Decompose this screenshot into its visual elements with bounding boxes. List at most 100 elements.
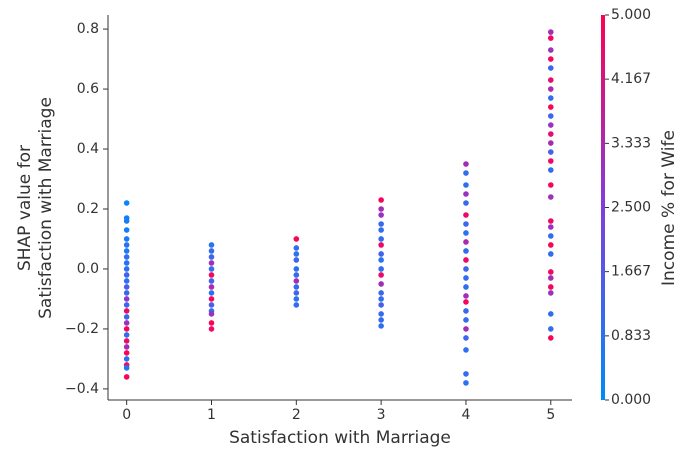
point (547, 194, 554, 200)
point (547, 35, 554, 41)
point (463, 326, 469, 332)
colorbar-label: Income % for Wife (659, 130, 679, 286)
point (123, 332, 130, 338)
point (463, 239, 469, 245)
point (378, 236, 384, 242)
point (547, 158, 554, 164)
point (293, 236, 300, 242)
point (378, 212, 384, 218)
point (208, 254, 215, 260)
point (378, 251, 384, 257)
y-axis-label: Satisfaction with Marriage (36, 97, 56, 319)
point (547, 167, 554, 173)
x-tick-label: 1 (207, 407, 216, 423)
point (208, 290, 215, 296)
point (208, 272, 215, 278)
point (463, 284, 469, 290)
point (208, 278, 215, 284)
point (463, 257, 469, 263)
point (123, 260, 130, 266)
point (123, 248, 130, 254)
point (547, 77, 554, 83)
point (378, 257, 384, 263)
point (463, 221, 469, 227)
point (547, 149, 554, 155)
point (547, 95, 554, 101)
point (208, 242, 215, 248)
point (547, 113, 554, 119)
point (547, 218, 554, 224)
y-tick-label: −0.2 (65, 321, 99, 337)
point (463, 347, 469, 353)
point (463, 161, 469, 167)
y-tick-label: 0.4 (77, 141, 99, 157)
point (123, 236, 130, 242)
point (463, 212, 469, 218)
point (463, 191, 469, 197)
point (547, 275, 554, 281)
point (547, 29, 554, 35)
point (378, 221, 384, 227)
point (547, 335, 554, 341)
point (123, 218, 130, 224)
y-tick-label: −0.4 (65, 381, 99, 397)
point (547, 140, 554, 146)
point (208, 248, 215, 254)
point (208, 320, 215, 326)
x-tick-label: 2 (292, 407, 301, 423)
point (378, 206, 384, 212)
point (378, 266, 384, 272)
point (378, 317, 384, 323)
point (463, 200, 469, 206)
point (463, 170, 469, 176)
point (378, 281, 384, 287)
point (463, 293, 469, 299)
point (123, 272, 130, 278)
x-tick-label: 3 (377, 407, 386, 423)
point (547, 290, 554, 296)
point (378, 197, 384, 203)
point (123, 242, 130, 248)
point (547, 233, 554, 239)
point (378, 323, 384, 329)
y-tick-label: 0.8 (77, 21, 99, 37)
point (293, 284, 300, 290)
point (293, 290, 300, 296)
point (293, 272, 300, 278)
colorbar-tick-label: 1.667 (611, 264, 651, 280)
point (293, 302, 300, 308)
colorbar-tick-label: 3.333 (611, 135, 651, 151)
point (123, 344, 130, 350)
point (547, 269, 554, 275)
point (123, 284, 130, 290)
point (547, 56, 554, 62)
point (208, 326, 215, 332)
point (463, 230, 469, 236)
point (547, 131, 554, 137)
point (123, 365, 130, 371)
x-axis-label: Satisfaction with Marriage (229, 428, 451, 448)
point (123, 266, 130, 272)
point (293, 266, 300, 272)
point (378, 242, 384, 248)
point (547, 122, 554, 128)
point (293, 296, 300, 302)
point (463, 182, 469, 188)
point (123, 356, 130, 362)
point (208, 311, 215, 317)
point (293, 251, 300, 257)
point (463, 308, 469, 314)
point (463, 248, 469, 254)
point (123, 200, 130, 206)
point (293, 245, 300, 251)
point (123, 314, 130, 320)
y-tick-label: 0.2 (77, 201, 99, 217)
point (547, 242, 554, 248)
point (123, 278, 130, 284)
point (463, 275, 469, 281)
colorbar-tick-label: 4.167 (611, 71, 651, 87)
colorbar (601, 15, 605, 400)
y-tick-label: 0.6 (77, 81, 99, 97)
point (463, 266, 469, 272)
